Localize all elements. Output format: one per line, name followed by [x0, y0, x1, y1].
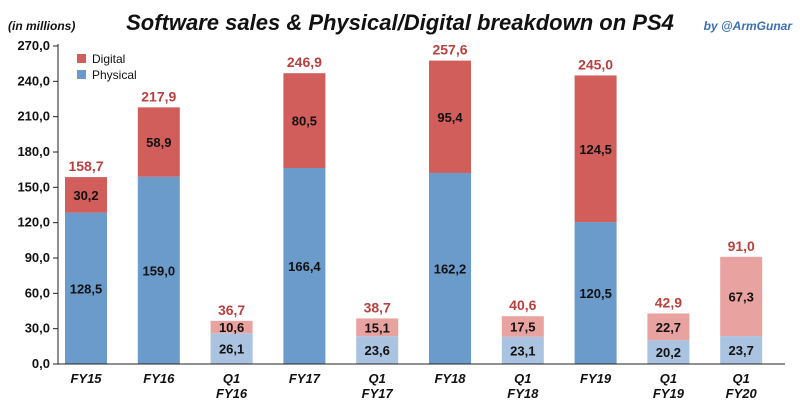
- bar-digital: [137, 107, 180, 177]
- physical-value-label: 23,6: [365, 343, 390, 358]
- x-tick-label: Q1: [660, 371, 677, 386]
- x-tick-label: FY17: [289, 371, 321, 386]
- digital-value-label: 67,3: [729, 289, 754, 304]
- legend: Digital Physical: [77, 52, 137, 82]
- digital-value-label: 58,9: [146, 135, 171, 150]
- x-tick-label-line2: FY17: [362, 386, 394, 401]
- digital-value-label: 80,5: [292, 114, 317, 129]
- bar-physical: [356, 336, 399, 364]
- x-tick-label: FY19: [580, 371, 612, 386]
- bar-physical: [574, 222, 617, 364]
- total-value-label: 40,6: [509, 297, 536, 313]
- x-tick-label-line2: FY19: [653, 386, 685, 401]
- bar-physical: [137, 176, 180, 364]
- x-tick-label: Q1: [733, 371, 750, 386]
- x-tick-label-line2: FY20: [726, 386, 758, 401]
- y-axis: 0,0 30,0 60,0 90,0 120,0 150,0 180,0 210,0 240,0…: [17, 38, 59, 371]
- legend-label-physical: Physical: [92, 68, 137, 82]
- y-tick-label: 240,0: [17, 73, 50, 88]
- total-value-label: 91,0: [728, 238, 755, 254]
- bars: [65, 60, 763, 364]
- total-value-label: 217,9: [141, 88, 176, 104]
- digital-value-label: 30,2: [73, 188, 98, 203]
- x-tick-label: FY15: [70, 371, 102, 386]
- bar-digital: [720, 256, 763, 337]
- physical-value-label: 23,7: [729, 343, 754, 358]
- y-tick-label: 60,0: [25, 285, 50, 300]
- bar-digital: [647, 313, 690, 341]
- y-tick-label: 150,0: [17, 179, 50, 194]
- bar-physical: [647, 340, 690, 364]
- bar-physical: [283, 168, 326, 364]
- bar-digital: [283, 73, 326, 169]
- x-tick-label: FY18: [434, 371, 466, 386]
- y-tick-label: 210,0: [17, 109, 50, 124]
- bar-physical: [429, 172, 471, 364]
- digital-value-label: 22,7: [656, 320, 681, 335]
- bar-digital: [501, 316, 544, 337]
- total-value-label: 38,7: [364, 299, 391, 315]
- bar-digital: [429, 60, 471, 173]
- x-tick-label: Q1: [369, 371, 386, 386]
- total-value-label: 36,7: [218, 302, 245, 318]
- digital-value-label: 95,4: [437, 110, 463, 125]
- digital-value-label: 124,5: [579, 142, 612, 157]
- physical-value-label: 23,1: [510, 343, 535, 358]
- total-value-label: 158,7: [68, 158, 103, 174]
- bar-physical: [720, 336, 763, 364]
- x-tick-label-line2: FY18: [507, 386, 539, 401]
- physical-value-label: 166,4: [288, 259, 321, 274]
- x-tick-label: Q1: [514, 371, 531, 386]
- digital-value-label: 17,5: [510, 319, 535, 334]
- bar-digital: [574, 75, 617, 223]
- bar-physical: [501, 336, 544, 364]
- physical-value-label: 128,5: [70, 281, 103, 296]
- x-tick-label: Q1: [223, 371, 240, 386]
- credit-label: by @ArmGunar: [704, 19, 794, 33]
- legend-swatch-physical: [77, 70, 86, 79]
- data-labels: 128,5 30,2 158,7 159,0 58,9 217,9 26,1 10,6 36,7…: [68, 42, 755, 360]
- bar-physical: [65, 212, 107, 364]
- total-value-label: 42,9: [655, 294, 682, 310]
- total-value-label: 246,9: [287, 54, 322, 70]
- y-tick-label: 270,0: [17, 38, 50, 53]
- digital-value-label: 15,1: [365, 320, 390, 335]
- x-tick-label-line2: FY16: [216, 386, 248, 401]
- bar-digital: [65, 177, 107, 213]
- legend-label-digital: Digital: [92, 52, 125, 66]
- units-label: (in millions): [8, 19, 75, 33]
- bar-digital: [210, 320, 253, 334]
- physical-value-label: 159,0: [143, 263, 176, 278]
- total-value-label: 245,0: [578, 56, 613, 72]
- physical-value-label: 162,2: [434, 261, 467, 276]
- physical-value-label: 26,1: [219, 342, 244, 357]
- y-tick-label: 90,0: [25, 250, 50, 265]
- y-tick-label: 30,0: [25, 321, 50, 336]
- x-tick-label: FY16: [143, 371, 175, 386]
- bar-digital: [356, 318, 399, 337]
- y-tick-label: 120,0: [17, 215, 50, 230]
- legend-swatch-digital: [77, 54, 86, 63]
- physical-value-label: 20,2: [656, 345, 681, 360]
- total-value-label: 257,6: [432, 42, 467, 58]
- y-tick-label: 0,0: [32, 356, 50, 371]
- chart-title: Software sales & Physical/Digital breakd…: [126, 10, 674, 35]
- bar-physical: [210, 333, 253, 364]
- physical-value-label: 120,5: [579, 286, 612, 301]
- digital-value-label: 10,6: [219, 320, 244, 335]
- y-tick-label: 180,0: [17, 144, 50, 159]
